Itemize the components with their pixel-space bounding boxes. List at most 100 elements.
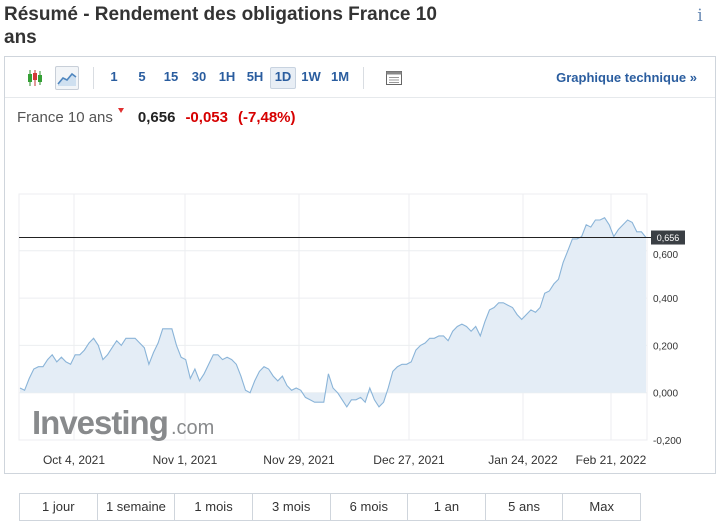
data-point <box>305 397 306 398</box>
timeframe-30[interactable]: 30 <box>191 69 207 84</box>
range-1-mois[interactable]: 1 mois <box>175 494 253 520</box>
data-point <box>231 359 232 360</box>
data-point <box>618 229 619 230</box>
data-point <box>240 376 241 377</box>
data-point <box>452 331 453 332</box>
data-point <box>498 302 499 303</box>
data-point <box>369 387 370 388</box>
toolbar-divider <box>363 67 364 89</box>
series-line <box>19 216 647 408</box>
data-point <box>535 312 536 313</box>
data-point <box>549 290 550 291</box>
data-point <box>263 366 264 367</box>
candlestick-icon[interactable] <box>23 66 47 90</box>
area-chart-icon[interactable] <box>55 66 79 90</box>
data-point <box>102 359 103 360</box>
data-point <box>507 305 508 306</box>
data-point <box>586 224 587 225</box>
range-1-semaine[interactable]: 1 semaine <box>98 494 176 520</box>
data-point <box>411 361 412 362</box>
data-point <box>599 219 600 220</box>
data-point <box>245 390 246 391</box>
data-point <box>65 361 66 362</box>
data-point <box>448 340 449 341</box>
data-point <box>530 309 531 310</box>
range-1-jour[interactable]: 1 jour <box>20 494 98 520</box>
data-point <box>434 338 435 339</box>
timeframe-1[interactable]: 1 <box>110 69 118 84</box>
data-point <box>604 217 605 218</box>
data-point <box>365 402 366 403</box>
data-point <box>526 314 527 315</box>
investing-watermark: Investing <box>32 404 168 441</box>
data-point <box>130 338 131 339</box>
timeframe-1w[interactable]: 1W <box>301 69 321 84</box>
data-point <box>213 354 214 355</box>
last-value: 0,656 <box>137 109 176 126</box>
data-point <box>323 402 324 403</box>
data-point <box>112 347 113 348</box>
data-point <box>494 307 495 308</box>
down-arrow-icon <box>117 108 124 113</box>
price-chart[interactable]: 0,656 0,600 0,400 0,200 0,000 -0,200 Oct 4, 20… <box>9 192 711 484</box>
timeframe-5h[interactable]: 5H <box>246 69 264 84</box>
data-point <box>33 368 34 369</box>
data-point <box>346 406 347 407</box>
timeframe-5[interactable]: 5 <box>138 69 146 84</box>
data-point <box>61 357 62 358</box>
data-point <box>125 338 126 339</box>
current-value-label: 0,656 <box>657 233 680 243</box>
x-tick-label: Oct 4, 2021 <box>43 453 105 467</box>
timeframe-1h[interactable]: 1H <box>218 69 236 84</box>
data-point <box>392 371 393 372</box>
data-point <box>558 279 559 280</box>
data-point <box>563 262 564 263</box>
range-selector: 1 jour 1 semaine 1 mois 3 mois 6 mois 1 … <box>19 493 641 521</box>
timeframe-15[interactable]: 15 <box>163 69 179 84</box>
info-icon[interactable]: i <box>697 6 703 26</box>
range-1-an[interactable]: 1 an <box>408 494 486 520</box>
data-point <box>636 231 637 232</box>
data-point <box>171 328 172 329</box>
data-point <box>93 338 94 339</box>
chart-toolbar: 1 5 15 30 1H 5H 1D 1W 1M Graphique techn… <box>5 57 715 98</box>
data-point <box>190 378 191 379</box>
timeframe-1d[interactable]: 1D <box>270 67 296 89</box>
data-point <box>512 307 513 308</box>
range-max[interactable]: Max <box>589 499 614 514</box>
data-point <box>135 338 136 339</box>
data-point <box>217 354 218 355</box>
data-point <box>438 335 439 336</box>
data-point <box>540 307 541 308</box>
data-point <box>425 342 426 343</box>
technical-chart-link[interactable]: Graphique technique » <box>556 70 697 85</box>
data-point <box>208 364 209 365</box>
data-point <box>286 385 287 386</box>
data-point <box>88 342 89 343</box>
range-3-mois[interactable]: 3 mois <box>253 494 331 520</box>
data-point <box>158 342 159 343</box>
data-point <box>254 380 255 381</box>
x-tick-label: Nov 1, 2021 <box>153 453 218 467</box>
data-point <box>572 238 573 239</box>
data-point <box>19 387 20 388</box>
data-point <box>503 302 504 303</box>
data-point <box>314 402 315 403</box>
range-5-ans[interactable]: 5 ans <box>486 494 564 520</box>
data-point <box>167 328 168 329</box>
data-point <box>521 319 522 320</box>
table-view-icon[interactable] <box>382 66 406 90</box>
data-point <box>204 373 205 374</box>
data-point <box>24 390 25 391</box>
data-point <box>553 283 554 284</box>
timeframe-1m[interactable]: 1M <box>330 69 350 84</box>
data-point <box>466 326 467 327</box>
data-point <box>328 373 329 374</box>
range-6-mois[interactable]: 6 mois <box>331 494 409 520</box>
data-point <box>291 390 292 391</box>
data-point <box>79 354 80 355</box>
data-point <box>378 406 379 407</box>
toolbar-divider <box>93 67 94 89</box>
data-point <box>185 359 186 360</box>
data-point <box>613 236 614 237</box>
